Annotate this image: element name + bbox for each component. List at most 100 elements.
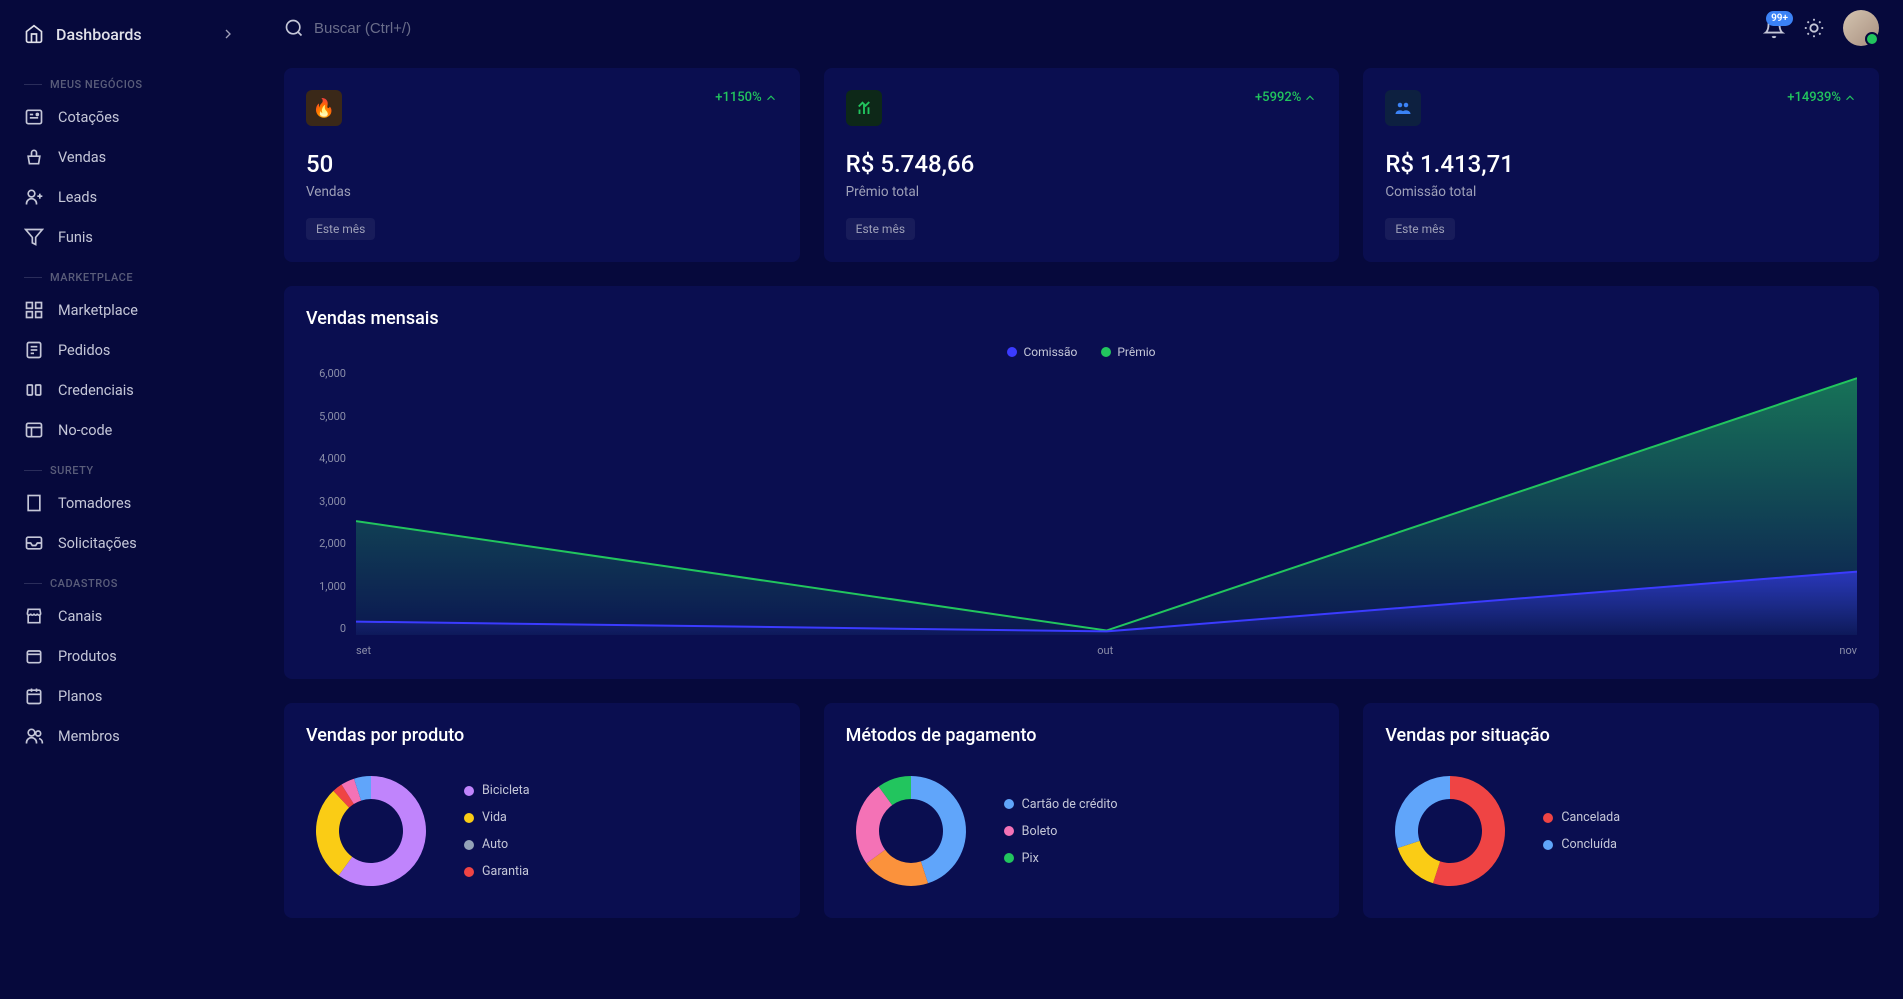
y-tick: 3,000 [306, 495, 346, 508]
donut-legend-item[interactable]: Garantia [464, 864, 530, 879]
legend-dot [464, 813, 474, 823]
notification-badge: 99+ [1766, 11, 1793, 26]
legend-dot [1007, 347, 1017, 357]
stat-value: R$ 1.413,71 [1385, 150, 1857, 178]
users-icon [24, 726, 44, 746]
donut-legend-item[interactable]: Pix [1004, 851, 1118, 866]
donut-legend-item[interactable]: Cancelada [1543, 810, 1620, 825]
search-icon[interactable] [284, 18, 304, 38]
home-icon [24, 24, 44, 44]
stat-value: 50 [306, 150, 778, 178]
sidebar-item-marketplace[interactable]: Marketplace [0, 290, 260, 330]
stats-row: 🔥 +1150% 50 Vendas Este mês +5992% R$ 5.… [284, 68, 1879, 262]
donut-legend-item[interactable]: Concluída [1543, 837, 1620, 852]
sidebar: Dashboards MEUS NEGÓCIOSCotaçõesVendasLe… [0, 0, 260, 999]
stat-label: Comissão total [1385, 184, 1857, 200]
y-tick: 6,000 [306, 367, 346, 380]
legend-label: Cartão de crédito [1022, 797, 1118, 812]
nav-label: Membros [58, 728, 120, 745]
notification-button[interactable]: 99+ [1763, 17, 1785, 39]
stat-icon [846, 90, 882, 126]
sidebar-item-solicitações[interactable]: Solicitações [0, 523, 260, 563]
donut-legend: Cartão de crédito Boleto Pix [1004, 797, 1118, 866]
donut-legend-item[interactable]: Auto [464, 837, 530, 852]
area-chart-card: Vendas mensais ComissãoPrêmio 6,0005,000… [284, 286, 1879, 679]
x-tick: out [1097, 644, 1113, 657]
sidebar-item-vendas[interactable]: Vendas [0, 137, 260, 177]
sidebar-item-credenciais[interactable]: Credenciais [0, 370, 260, 410]
avatar[interactable] [1843, 10, 1879, 46]
layout-icon [24, 420, 44, 440]
section-label: MARKETPLACE [0, 257, 260, 290]
legend-label: Concluída [1561, 837, 1617, 852]
stat-icon: 🔥 [306, 90, 342, 126]
sidebar-item-tomadores[interactable]: Tomadores [0, 483, 260, 523]
topbar-right: 99+ [1763, 10, 1879, 46]
inbox-icon [24, 533, 44, 553]
section-label: CADASTROS [0, 563, 260, 596]
nav-label: Produtos [58, 648, 117, 665]
nav-label: No-code [58, 422, 112, 439]
legend-label: Pix [1022, 851, 1039, 866]
sidebar-title: Dashboards [56, 25, 142, 44]
sidebar-item-produtos[interactable]: Produtos [0, 636, 260, 676]
nav-label: Cotações [58, 109, 119, 126]
nav-label: Vendas [58, 149, 106, 166]
sidebar-item-no-code[interactable]: No-code [0, 410, 260, 450]
legend-dot [1543, 813, 1553, 823]
calendar-icon [24, 686, 44, 706]
legend-item[interactable]: Prêmio [1101, 345, 1155, 359]
nav-label: Funis [58, 229, 93, 246]
sidebar-item-leads[interactable]: Leads [0, 177, 260, 217]
content: 🔥 +1150% 50 Vendas Este mês +5992% R$ 5.… [260, 56, 1903, 999]
legend-dot [1004, 826, 1014, 836]
legend-dot [464, 867, 474, 877]
legend-item[interactable]: Comissão [1007, 345, 1077, 359]
donut-chart [1385, 766, 1515, 896]
stat-value: R$ 5.748,66 [846, 150, 1318, 178]
main: 99+ 🔥 +1150% 50 Vendas Este mês +5992% R… [260, 0, 1903, 999]
donut-legend-item[interactable]: Boleto [1004, 824, 1118, 839]
sidebar-item-planos[interactable]: Planos [0, 676, 260, 716]
nav-label: Credenciais [58, 382, 134, 399]
y-tick: 1,000 [306, 580, 346, 593]
sidebar-title-wrap[interactable]: Dashboards [24, 24, 142, 44]
legend-dot [1004, 799, 1014, 809]
funnel-icon [24, 227, 44, 247]
stat-change: +14939% [1787, 90, 1857, 105]
search-input[interactable] [314, 20, 1747, 37]
sidebar-item-funis[interactable]: Funis [0, 217, 260, 257]
donut-card: Vendas por situação Cancelada Concluída [1363, 703, 1879, 918]
legend-dot [1004, 853, 1014, 863]
grid-icon [24, 300, 44, 320]
stat-change: +1150% [715, 90, 777, 105]
building-icon [24, 493, 44, 513]
x-tick: set [356, 644, 371, 657]
store-icon [24, 606, 44, 626]
sidebar-item-membros[interactable]: Membros [0, 716, 260, 756]
sidebar-item-canais[interactable]: Canais [0, 596, 260, 636]
donuts-row: Vendas por produto BicicletaVidaAutoGara… [284, 703, 1879, 918]
sidebar-item-cotações[interactable]: Cotações [0, 97, 260, 137]
theme-toggle-icon[interactable] [1803, 17, 1825, 39]
donut-legend-item[interactable]: Cartão de crédito [1004, 797, 1118, 812]
nav-label: Leads [58, 189, 97, 206]
donut-legend-item[interactable]: Bicicleta [464, 783, 530, 798]
stat-chip: Este mês [306, 218, 375, 240]
legend-label: Vida [482, 810, 507, 825]
donut-legend-item[interactable]: Vida [464, 810, 530, 825]
legend-dot [464, 786, 474, 796]
sidebar-item-pedidos[interactable]: Pedidos [0, 330, 260, 370]
legend-label: Garantia [482, 864, 529, 879]
donut-card: Vendas por produto BicicletaVidaAutoGara… [284, 703, 800, 918]
donut-card: Métodos de pagamento Cartão de créditoBo… [824, 703, 1340, 918]
legend-dot [1101, 347, 1111, 357]
stat-icon [1385, 90, 1421, 126]
y-axis: 6,0005,0004,0003,0002,0001,0000 [306, 367, 346, 635]
x-axis: setoutnov [356, 644, 1857, 657]
stat-change: +5992% [1255, 90, 1317, 105]
chevron-right-icon[interactable] [220, 26, 236, 42]
nav-label: Marketplace [58, 302, 138, 319]
donut-title: Vendas por situação [1385, 725, 1857, 746]
legend-label: Comissão [1023, 345, 1077, 359]
